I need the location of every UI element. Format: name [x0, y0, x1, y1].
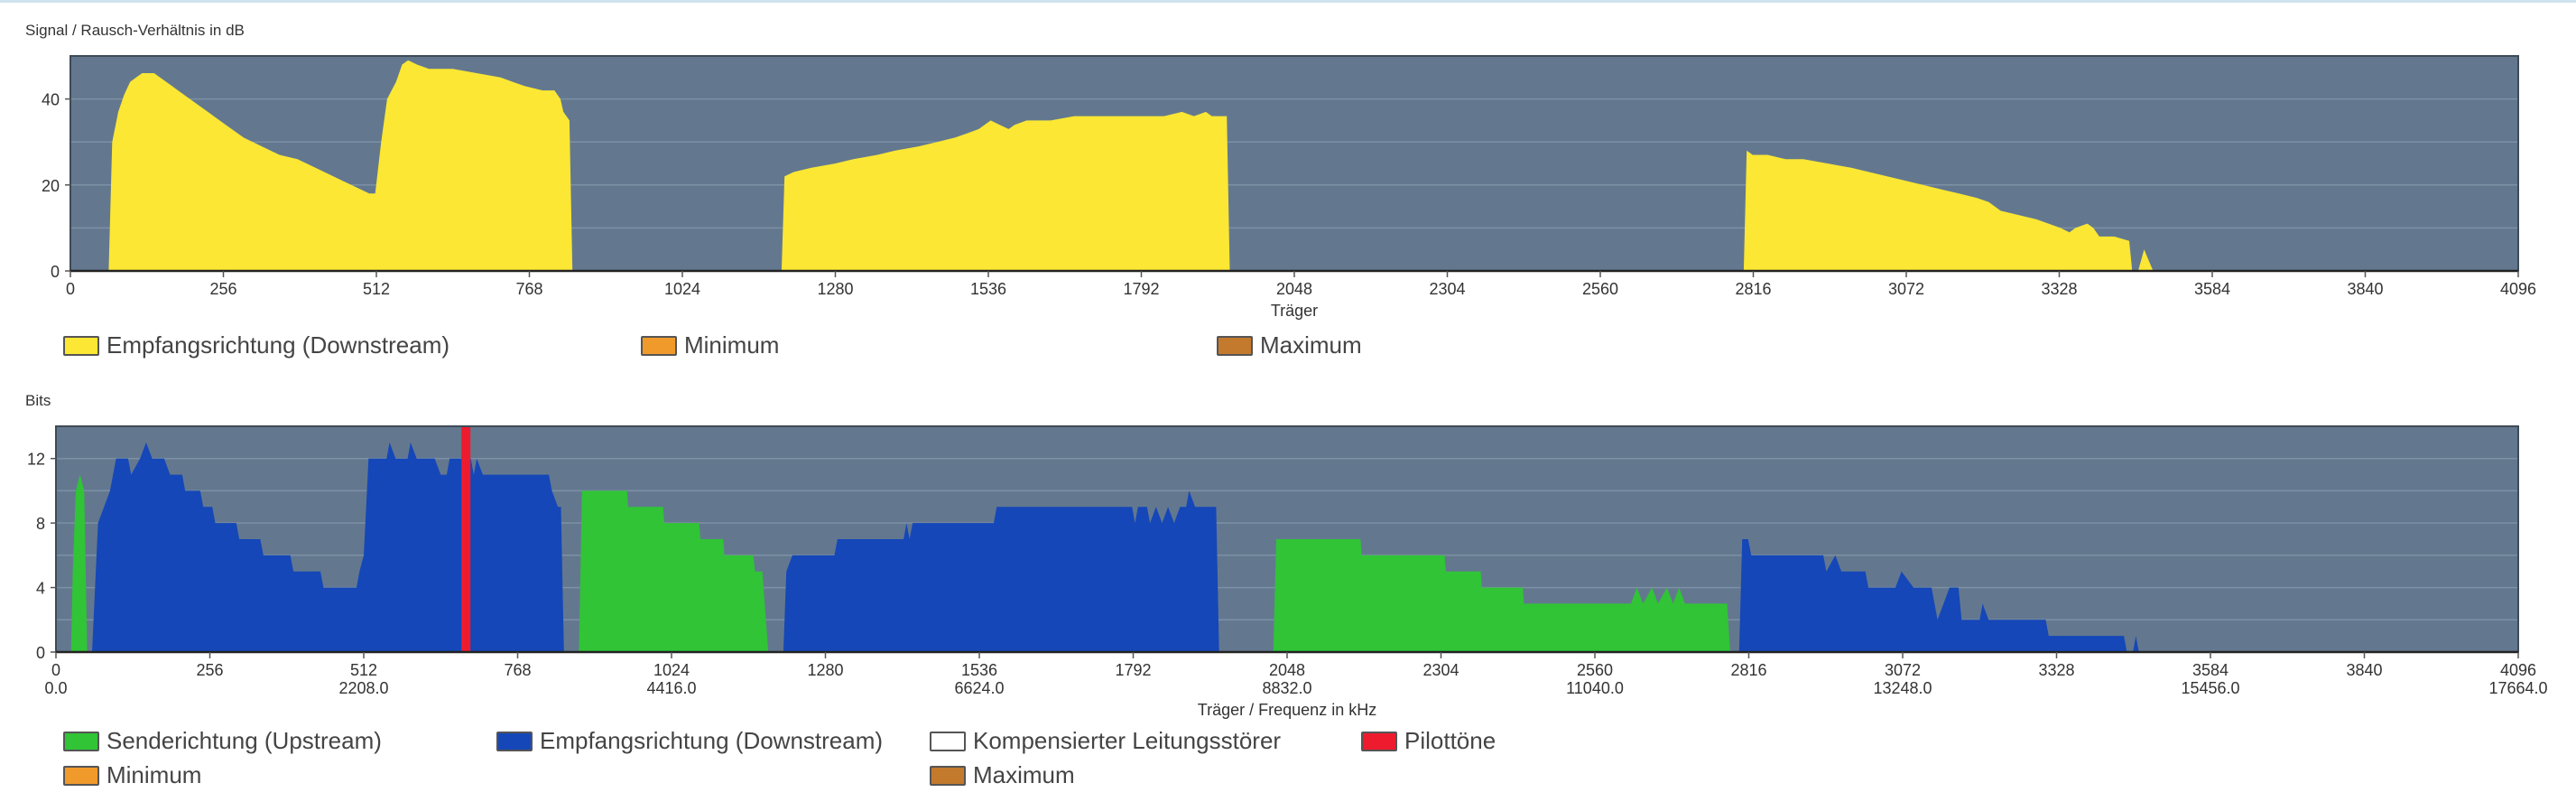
x-tick-label-frequency: 17664.0	[2488, 679, 2547, 697]
x-tick-label-frequency: 0.0	[44, 679, 67, 697]
downstream-swatch	[63, 335, 99, 356]
series-area	[108, 60, 573, 271]
legend-label: Pilottöne	[1404, 727, 1496, 754]
y-tick-label: 8	[36, 515, 45, 533]
snr-chart-title: Signal / Rausch-Verhältnis in dB	[25, 22, 245, 39]
top-accent-line	[0, 0, 2576, 3]
x-tick-label: 3584	[2192, 661, 2229, 679]
x-tick-label: 3840	[2346, 661, 2382, 679]
x-tick-label: 0	[66, 280, 75, 298]
pilot-tone-bar	[461, 426, 471, 652]
x-axis-label: Träger / Frequenz in kHz	[1198, 701, 1376, 719]
x-tick-label: 2304	[1429, 280, 1465, 298]
bits-legend-item-pilot[interactable]: Pilottöne	[1361, 727, 1496, 755]
x-tick-label-frequency: 4416.0	[646, 679, 696, 697]
bits-legend-item-downstream[interactable]: Empfangsrichtung (Downstream)	[496, 727, 883, 755]
series-area	[1273, 539, 1730, 652]
bits-chart: 0 4 8 12 0 256 512 768 1024 1280 1536 1792 2048 2304 2…	[27, 425, 2548, 719]
legend-label: Empfangsrichtung (Downstream)	[540, 727, 884, 754]
x-tick-label: 512	[350, 661, 377, 679]
y-tick-label: 0	[36, 644, 45, 662]
x-tick-label: 3072	[1885, 661, 1921, 679]
series-area	[783, 490, 1219, 652]
minimum-swatch	[641, 335, 677, 356]
series-area	[579, 490, 769, 652]
x-tick-label: 1536	[970, 280, 1006, 298]
x-tick-label-frequency: 6624.0	[954, 679, 1004, 697]
series-area	[781, 111, 1230, 272]
legend-label: Empfangsrichtung (Downstream)	[107, 331, 450, 359]
series-area	[70, 474, 88, 652]
snr-legend-item-maximum[interactable]: Maximum	[1217, 331, 1362, 359]
x-tick-label: 2816	[1735, 280, 1771, 298]
x-tick-label: 1024	[664, 280, 700, 298]
legend-label: Maximum	[1260, 331, 1362, 359]
legend-label: Minimum	[107, 761, 202, 788]
y-tick-label: 40	[42, 91, 60, 109]
x-tick-label: 3584	[2194, 280, 2230, 298]
x-tick-label-frequency: 13248.0	[1873, 679, 1932, 697]
downstream-swatch	[496, 731, 533, 751]
x-tick-label: 3328	[2038, 661, 2074, 679]
y-tick-label: 4	[36, 580, 45, 598]
x-tick-label: 4096	[2500, 661, 2536, 679]
x-tick-label: 0	[51, 661, 60, 679]
y-tick-label: 0	[51, 263, 60, 281]
legend-label: Maximum	[973, 761, 1075, 788]
x-tick-label: 1280	[817, 280, 853, 298]
x-tick-label: 1024	[653, 661, 690, 679]
x-tick-label: 4096	[2500, 280, 2536, 298]
snr-legend-item-downstream[interactable]: Empfangsrichtung (Downstream)	[63, 331, 449, 359]
upstream-swatch	[63, 731, 99, 751]
x-tick-label: 256	[209, 280, 236, 298]
x-tick-label-frequency: 2208.0	[338, 679, 388, 697]
pilot-swatch	[1361, 731, 1397, 751]
snr-chart: 0 20 40 0 256 512 768 1024 1280 1536 1792 2048 2304 2…	[42, 55, 2536, 320]
bits-legend-item-compensated[interactable]: Kompensierter Leitungsstörer	[930, 727, 1281, 755]
snr-legend-item-minimum[interactable]: Minimum	[641, 331, 779, 359]
legend-label: Kompensierter Leitungsstörer	[973, 727, 1282, 754]
minimum-swatch	[63, 765, 99, 786]
x-tick-label: 256	[196, 661, 223, 679]
series-area	[1738, 539, 2139, 652]
bits-legend-item-maximum[interactable]: Maximum	[930, 761, 1075, 789]
x-tick-label-frequency: 11040.0	[1566, 679, 1624, 697]
series-area	[1743, 150, 2154, 271]
x-tick-label: 2560	[1577, 661, 1613, 679]
x-tick-label: 2304	[1422, 661, 1459, 679]
x-tick-label: 1792	[1115, 661, 1151, 679]
maximum-swatch	[930, 765, 966, 786]
x-tick-label-frequency: 8832.0	[1262, 679, 1311, 697]
maximum-swatch	[1217, 335, 1253, 356]
x-tick-label: 2560	[1582, 280, 1618, 298]
x-tick-label: 512	[363, 280, 390, 298]
compensated-swatch	[930, 731, 966, 751]
legend-label: Minimum	[684, 331, 780, 359]
legend-label: Senderichtung (Upstream)	[107, 727, 382, 754]
series-area	[92, 442, 564, 652]
x-tick-label: 3072	[1888, 280, 1924, 298]
bits-legend-item-upstream[interactable]: Senderichtung (Upstream)	[63, 727, 382, 755]
x-tick-label-frequency: 15456.0	[2181, 679, 2239, 697]
x-tick-label: 3328	[2041, 280, 2077, 298]
x-tick-label: 768	[515, 280, 542, 298]
x-tick-label: 2048	[1276, 280, 1312, 298]
x-tick-label: 1536	[961, 661, 997, 679]
y-tick-label: 12	[27, 451, 45, 469]
x-tick-label: 3840	[2347, 280, 2383, 298]
y-tick-label: 20	[42, 177, 60, 195]
bits-chart-title: Bits	[25, 392, 51, 409]
x-tick-label: 1792	[1123, 280, 1159, 298]
x-tick-label: 2048	[1269, 661, 1305, 679]
x-axis-label: Träger	[1271, 302, 1318, 320]
bits-legend-item-minimum[interactable]: Minimum	[63, 761, 201, 789]
x-tick-label: 768	[504, 661, 531, 679]
x-tick-label: 2816	[1730, 661, 1766, 679]
x-tick-label: 1280	[807, 661, 843, 679]
